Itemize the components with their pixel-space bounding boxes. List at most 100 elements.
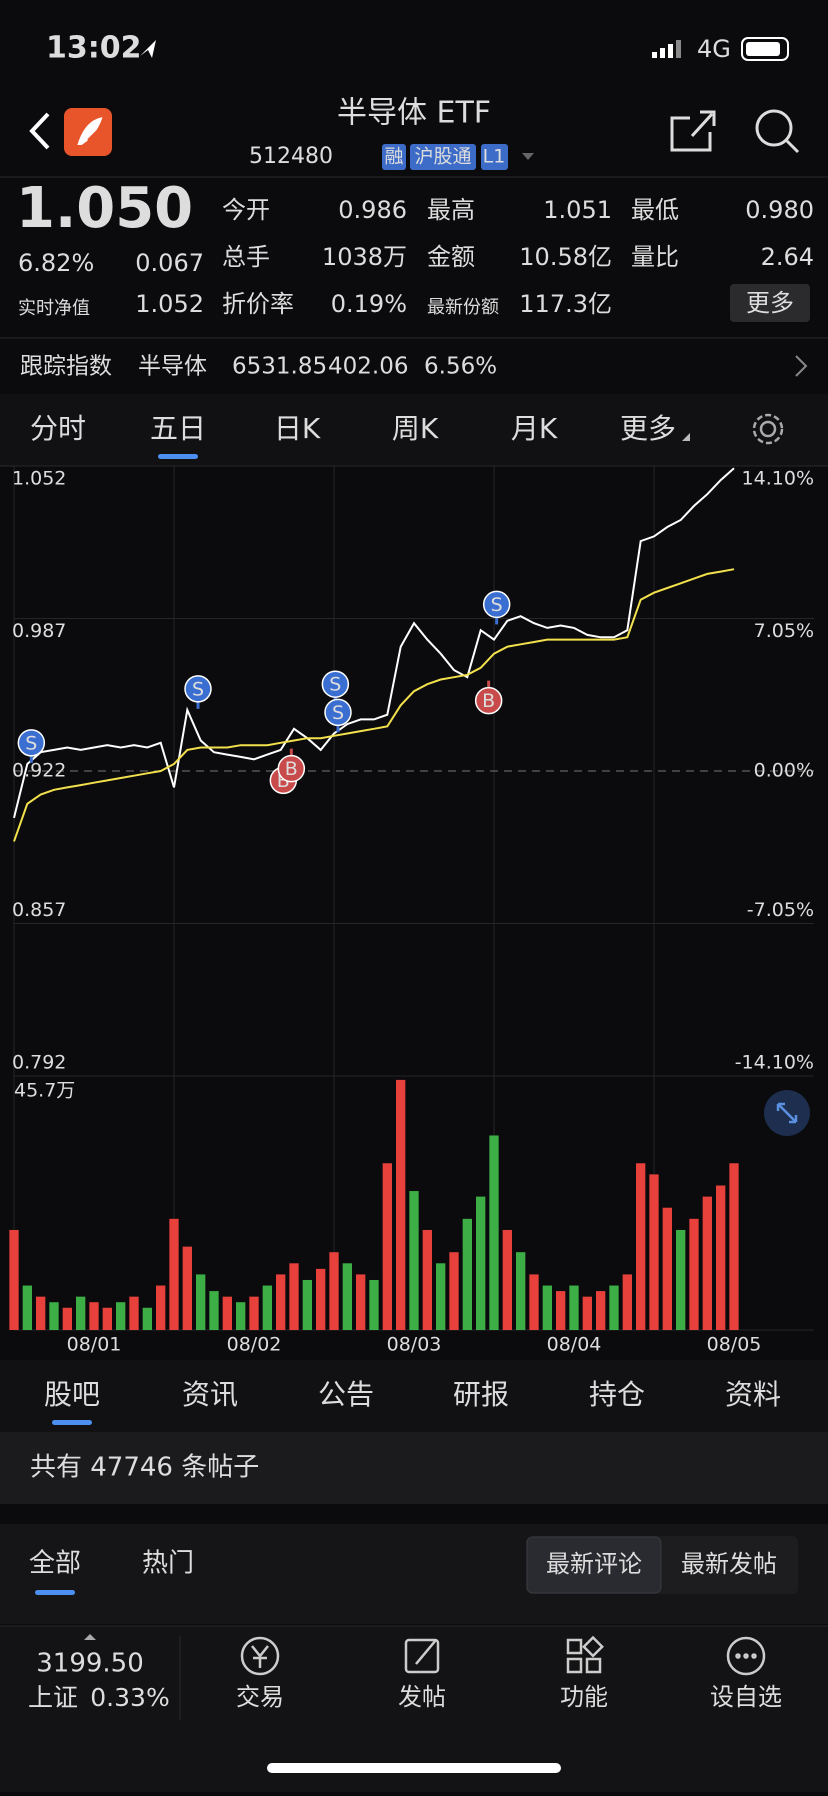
volume-bar [289, 1263, 299, 1330]
chart-tab[interactable]: 日K [274, 412, 321, 445]
time: 13:02 [46, 31, 142, 66]
volume-bar [9, 1229, 19, 1330]
field-value: 1038万 [322, 243, 407, 271]
volume-bar [436, 1263, 446, 1330]
chart-tab[interactable]: 分时 [30, 412, 86, 445]
index-name[interactable]: 上证 [28, 1683, 78, 1712]
section-tab[interactable]: 研报 [453, 1378, 509, 1411]
volume-bar [556, 1291, 566, 1330]
field-label: 折价率 [222, 290, 294, 318]
signal-label: S [25, 732, 37, 754]
chart-tab[interactable]: 周K [392, 412, 439, 445]
chart-tabs-bar [0, 394, 828, 466]
chart-tab[interactable]: 五日 [150, 412, 206, 445]
change-pct: 6.82% [18, 249, 94, 277]
chart-tab[interactable]: 月K [511, 412, 558, 445]
volume-bar [276, 1274, 286, 1330]
more-button[interactable] [730, 284, 810, 322]
volume-bar [609, 1285, 619, 1330]
section-tab[interactable]: 公告 [318, 1378, 374, 1411]
signal-marker [324, 698, 352, 727]
signal-label: S [491, 594, 503, 616]
volume-bar [649, 1174, 659, 1330]
y2-tick-label: 14.10% [742, 468, 814, 490]
volume-bar [102, 1307, 112, 1330]
x-tick-label: 08/03 [387, 1334, 442, 1356]
signal-marker [17, 729, 46, 757]
section-tab[interactable]: 资料 [725, 1378, 781, 1411]
volume-bar [542, 1285, 552, 1330]
signal-icon [652, 40, 681, 58]
volume-bar [62, 1307, 72, 1330]
post-count-bar [0, 1432, 828, 1504]
volume-bar [382, 1163, 392, 1330]
signal-marker [277, 754, 306, 783]
volume-bar [676, 1229, 686, 1330]
y2-tick-label: 7.05% [754, 620, 814, 642]
sort-label[interactable]: 最新评论 [546, 1550, 642, 1578]
field-value: 10.58亿 [519, 243, 612, 271]
tag-box [410, 144, 476, 170]
nav-label[interactable]: 交易 [236, 1683, 284, 1711]
volume-bar [22, 1285, 32, 1330]
volume-bar [329, 1252, 339, 1330]
filter-tab[interactable]: 热门 [142, 1549, 194, 1579]
volume-bar [449, 1252, 459, 1330]
nav-label[interactable]: 功能 [560, 1683, 608, 1711]
field-value: 1.051 [543, 196, 612, 224]
expand-arrow[interactable] [84, 1634, 96, 1640]
field-value: 117.3亿 [519, 290, 612, 318]
sort-label[interactable]: 最新发帖 [681, 1550, 777, 1578]
volume-bar [209, 1291, 219, 1330]
expand-icon[interactable] [776, 1102, 798, 1124]
code: 512480 [249, 144, 333, 169]
dropdown[interactable] [682, 433, 690, 441]
volume-bar [396, 1079, 406, 1330]
back-button[interactable] [29, 112, 50, 150]
volume-bar [236, 1302, 246, 1330]
nav-label: 实时净值 [18, 298, 90, 319]
sort-button[interactable] [526, 1536, 662, 1594]
volume-bar [49, 1302, 59, 1330]
volume-bar [569, 1285, 579, 1330]
y-tick-label: 1.052 [12, 468, 66, 490]
chevron[interactable] [795, 355, 808, 377]
signal-label: S [332, 702, 344, 724]
more-label[interactable]: 更多 [746, 289, 794, 317]
volume-bar [702, 1196, 712, 1330]
share-button[interactable] [670, 110, 716, 152]
y2-tick-label: 0.00% [754, 760, 814, 782]
signal-marker [482, 590, 511, 619]
nav-label[interactable]: 设自选 [710, 1683, 782, 1711]
nav-label[interactable]: 发帖 [398, 1683, 446, 1711]
volume-bar [729, 1163, 739, 1330]
dropdown[interactable] [522, 153, 534, 160]
signal-marker [184, 675, 212, 703]
index-value[interactable]: 3199.50 [36, 1649, 144, 1679]
signal-label: B [482, 690, 495, 712]
search-button[interactable] [755, 109, 800, 154]
volume-bar [582, 1296, 592, 1330]
volume-bar [169, 1218, 179, 1330]
volume-bar [116, 1302, 126, 1330]
chart-tab[interactable]: 更多 [620, 412, 676, 445]
volume-bar [196, 1274, 206, 1330]
tracking-label: 跟踪指数 [20, 354, 112, 380]
section-tabs-bar [0, 1360, 828, 1432]
field-label: 量比 [631, 243, 679, 271]
nav-value: 1.052 [135, 290, 204, 318]
filter-tab[interactable]: 全部 [29, 1549, 81, 1579]
section-tab[interactable]: 资讯 [182, 1378, 238, 1411]
x-tick-label: 08/01 [67, 1334, 122, 1356]
index-pct[interactable]: 0.33% [90, 1683, 169, 1712]
signal-label: B [285, 758, 298, 780]
settings-button[interactable] [752, 413, 784, 445]
section-tab[interactable]: 股吧 [44, 1378, 100, 1411]
tracking-change: 402.06 [328, 354, 408, 380]
y-tick-label: 0.987 [12, 620, 66, 642]
section-tab[interactable]: 持仓 [589, 1378, 645, 1411]
volume-bar [622, 1274, 632, 1330]
tracking-value: 6531.85 [232, 354, 327, 380]
volume-bar [302, 1279, 312, 1330]
signal-label: S [192, 678, 204, 700]
